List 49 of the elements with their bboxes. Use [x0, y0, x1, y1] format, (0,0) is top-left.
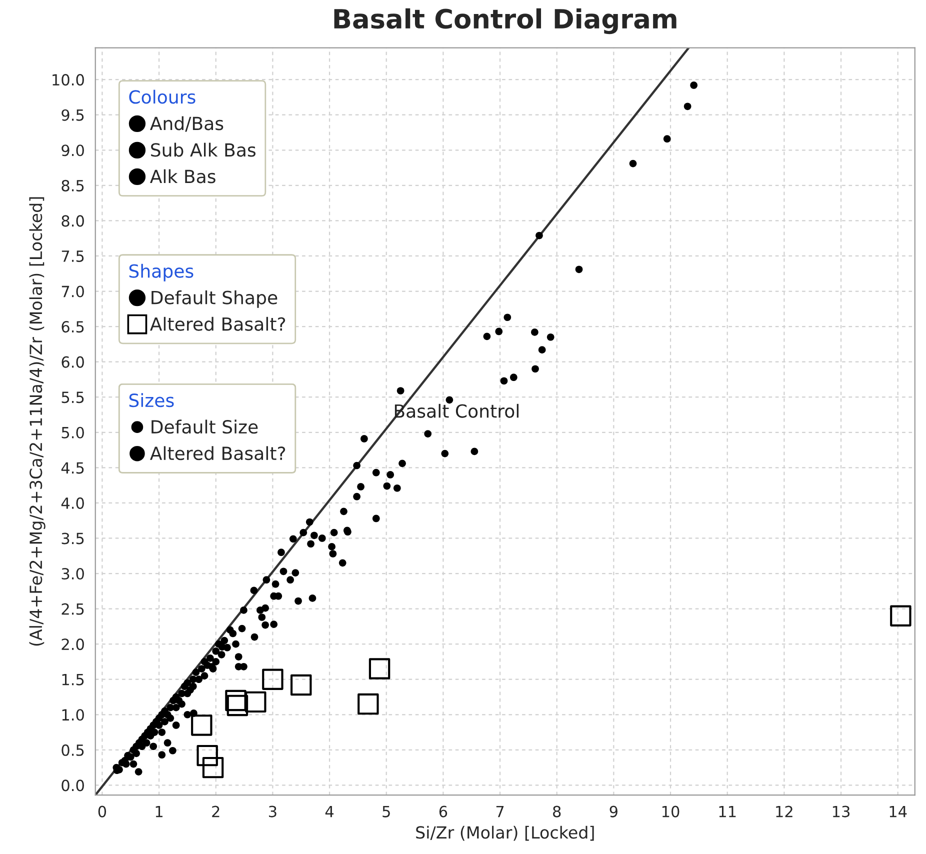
- y-tick-label: 2.0: [62, 638, 84, 650]
- y-tick-label: 7.0: [62, 286, 84, 298]
- y-tick-label: 4.0: [61, 497, 84, 509]
- x-tick-label: 14: [890, 806, 907, 818]
- y-tick-label: 8.0: [62, 215, 84, 227]
- annotation: Altered Basalt?: [150, 446, 286, 460]
- x-axis-title: Si/Zr (Molar) [Locked]: [416, 826, 594, 841]
- x-tick-label: 11: [719, 806, 736, 818]
- x-tick-label: 6: [439, 806, 448, 818]
- legend-label: Default Shape: [152, 290, 278, 308]
- y-tick-label: 10.0: [52, 74, 84, 86]
- annotation: Sub Alk Bas: [151, 142, 256, 157]
- y-tick-label: 7.5: [62, 250, 84, 262]
- y-tick-label: 3.0: [62, 568, 84, 580]
- x-tick-label: 1: [156, 806, 162, 818]
- y-tick-label: 3.5: [62, 532, 84, 544]
- y-tick-label: 1.0: [62, 709, 84, 721]
- x-tick-label: 10: [662, 806, 680, 818]
- y-tick-label: 5.5: [62, 392, 84, 404]
- x-tick-label: 9: [610, 806, 618, 818]
- annotation: And/Bas: [150, 116, 224, 132]
- x-tick-label: 7: [496, 806, 504, 818]
- legend-title: Shapes: [129, 264, 194, 282]
- x-tick-label: 0: [98, 806, 106, 818]
- chart-title: Basalt Control Diagram: [334, 8, 676, 34]
- x-tick-label: 8: [553, 806, 561, 818]
- legend-label: Altered Basalt?: [150, 316, 286, 331]
- x-tick-label: 12: [776, 806, 792, 818]
- y-tick-label: 0.5: [62, 744, 84, 756]
- annotation: Sizes: [129, 393, 174, 408]
- y-tick-label: 9.5: [62, 109, 84, 121]
- y-tick-label: 0.0: [62, 780, 84, 792]
- y-tick-label: 2.5: [62, 603, 84, 615]
- y-tick-label: 8.5: [62, 180, 84, 192]
- annotation: Colours: [129, 90, 196, 104]
- y-tick-label: 5.0: [62, 426, 84, 438]
- x-tick-label: 13: [832, 806, 850, 818]
- x-tick-label: 3: [268, 806, 276, 818]
- x-tick-label: 4: [325, 806, 334, 818]
- annotation: Alk Bas: [150, 169, 216, 184]
- y-tick-label: 6.5: [62, 321, 84, 333]
- annotation: Default Size: [152, 420, 258, 434]
- y-tick-label: 6.0: [62, 356, 84, 368]
- y-tick-label: 1.5: [62, 674, 84, 686]
- y-axis-title: (Al/4+Fe/2+Mg/2+3Ca/2+11Na/4)/Zr (Molar) [Locked]: [29, 197, 46, 646]
- x-tick-label: 5: [382, 806, 390, 818]
- y-tick-label: 4.5: [61, 462, 84, 474]
- y-tick-label: 9.0: [62, 144, 84, 156]
- x-tick-label: 2: [212, 806, 220, 818]
